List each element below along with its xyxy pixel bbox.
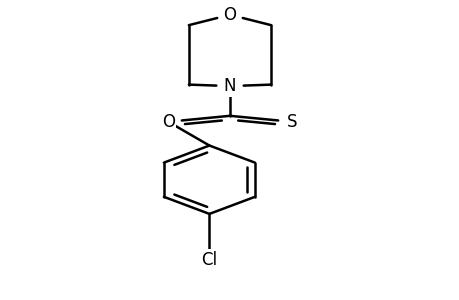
Text: O: O [162,113,174,131]
Text: Cl: Cl [201,251,217,269]
Text: O: O [223,6,236,24]
Text: S: S [286,113,297,131]
Text: N: N [223,77,236,95]
